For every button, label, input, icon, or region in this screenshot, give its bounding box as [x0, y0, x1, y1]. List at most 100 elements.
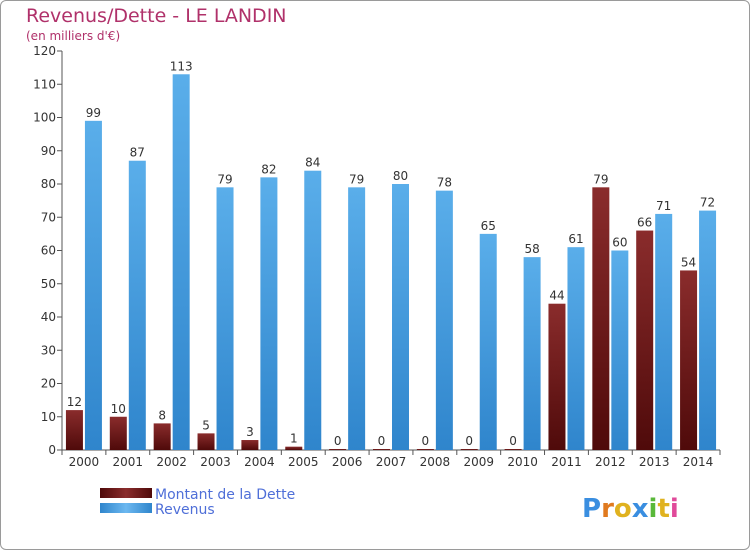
value-label-revenus-2011: 61 — [568, 232, 583, 246]
x-tick-label: 2013 — [639, 455, 670, 469]
value-label-dette-2008: 0 — [422, 434, 430, 448]
bar-dette-2014 — [680, 270, 698, 450]
bar-dette-2001 — [109, 416, 127, 450]
value-label-dette-2006: 0 — [334, 434, 342, 448]
x-tick-label: 2000 — [69, 455, 100, 469]
value-label-revenus-2007: 80 — [393, 169, 408, 183]
bars — [65, 74, 717, 451]
x-tick-label: 2010 — [507, 455, 538, 469]
x-tick-label: 2008 — [420, 455, 451, 469]
bar-revenus-2005 — [304, 170, 322, 450]
bar-dette-2005 — [285, 446, 303, 450]
x-tick-label: 2009 — [463, 455, 494, 469]
legend-swatch-debt — [100, 488, 152, 498]
y-axis: 0 10 20 30 40 50 60 70 80 90 100 110 120 — [33, 44, 63, 457]
value-label-revenus-2003: 79 — [217, 172, 232, 186]
bar-dette-2007 — [373, 449, 390, 450]
value-label-revenus-2010: 58 — [524, 242, 539, 256]
bar-revenus-2009 — [479, 233, 497, 450]
bar-revenus-2004 — [260, 177, 278, 450]
legend-label-revenus: Revenus — [155, 502, 215, 518]
chart-title: Revenus/Dette - LE LANDIN — [26, 5, 287, 27]
y-tick-label: 50 — [41, 277, 56, 291]
value-label-dette-2010: 0 — [509, 434, 517, 448]
bar-revenus-2010 — [523, 257, 541, 450]
x-tick-label: 2004 — [244, 455, 275, 469]
bar-dette-2009 — [460, 449, 478, 450]
legend: Montant de la Dette Revenus — [100, 487, 295, 518]
bar-revenus-2012 — [611, 250, 629, 450]
x-tick-label: 2011 — [551, 455, 582, 469]
x-tick-label: 2002 — [156, 455, 187, 469]
y-tick-label: 10 — [41, 410, 56, 424]
x-tick-label: 2006 — [332, 455, 363, 469]
bar-dette-2002 — [153, 423, 171, 450]
bar-revenus-2006 — [348, 187, 366, 450]
value-label-dette-2004: 3 — [246, 425, 254, 439]
chart-subtitle: (en milliers d'€) — [26, 29, 120, 43]
y-tick-label: 110 — [33, 77, 56, 91]
bar-revenus-2014 — [699, 210, 717, 450]
value-label-revenus-2012: 60 — [612, 236, 627, 250]
x-tick-label: 2001 — [113, 455, 144, 469]
value-label-revenus-2005: 84 — [305, 156, 320, 170]
bar-revenus-2008 — [435, 190, 453, 450]
bar-revenus-2003 — [216, 187, 234, 450]
y-tick-label: 0 — [48, 443, 56, 457]
value-label-revenus-2013: 71 — [656, 199, 671, 213]
y-tick-label: 100 — [33, 111, 56, 125]
bar-dette-2006 — [329, 449, 347, 450]
value-label-dette-2009: 0 — [465, 434, 473, 448]
value-label-revenus-2006: 79 — [349, 172, 364, 186]
value-label-dette-2002: 8 — [158, 408, 166, 422]
value-label-dette-2013: 66 — [637, 216, 652, 230]
bar-dette-2010 — [504, 449, 522, 450]
y-tick-label: 80 — [41, 177, 56, 191]
y-tick-label: 40 — [41, 310, 56, 324]
y-tick-label: 70 — [41, 210, 56, 224]
y-tick-label: 90 — [41, 144, 56, 158]
value-label-revenus-2001: 87 — [130, 146, 145, 160]
y-tick-label: 60 — [41, 244, 56, 258]
value-label-revenus-2004: 82 — [261, 162, 276, 176]
legend-label-debt: Montant de la Dette — [155, 487, 295, 503]
value-label-revenus-2009: 65 — [481, 219, 496, 233]
bar-dette-2008 — [416, 449, 434, 450]
value-label-dette-2003: 5 — [202, 418, 210, 432]
value-label-dette-2007: 0 — [378, 434, 386, 448]
value-label-dette-2014: 54 — [681, 255, 696, 269]
y-tick-label: 120 — [33, 44, 56, 58]
bar-revenus-2011 — [567, 247, 585, 450]
x-axis: 2000 2001 2002 2003 2004 2005 2006 2007 2008 2009… — [61, 449, 721, 469]
bar-dette-2011 — [548, 303, 566, 450]
x-tick-label: 2007 — [376, 455, 407, 469]
bar-dette-2000 — [65, 410, 83, 450]
x-tick-label: 2014 — [683, 455, 714, 469]
x-tick-label: 2012 — [595, 455, 626, 469]
bar-revenus-2001 — [128, 160, 146, 450]
value-label-dette-2001: 10 — [111, 402, 126, 416]
bar-dette-2003 — [197, 433, 215, 450]
value-label-dette-2011: 44 — [549, 289, 564, 303]
x-tick-label: 2003 — [200, 455, 231, 469]
logo-text: Proxiti — [582, 494, 679, 524]
value-label-dette-2012: 79 — [593, 172, 608, 186]
proxiti-logo: Proxiti — [582, 494, 679, 524]
legend-swatch-revenus — [100, 503, 152, 513]
bar-revenus-2013 — [655, 213, 673, 450]
bar-revenus-2002 — [172, 74, 190, 451]
value-label-revenus-2014: 72 — [700, 196, 715, 210]
y-tick-label: 20 — [41, 377, 56, 391]
bar-dette-2013 — [636, 230, 654, 450]
value-label-revenus-2002: 113 — [170, 59, 193, 73]
bar-revenus-2000 — [84, 120, 102, 450]
value-label-dette-2000: 12 — [67, 395, 82, 409]
bar-revenus-2007 — [392, 184, 409, 450]
bar-dette-2012 — [592, 187, 610, 450]
value-label-revenus-2008: 78 — [437, 176, 452, 190]
y-tick-label: 30 — [41, 343, 56, 357]
bar-dette-2004 — [241, 440, 259, 450]
value-label-dette-2005: 1 — [290, 432, 298, 446]
